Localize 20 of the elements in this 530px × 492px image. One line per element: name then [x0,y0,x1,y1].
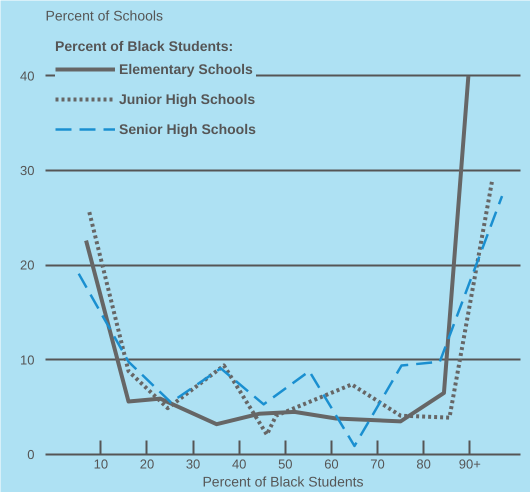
x-tick-label: 60 [324,456,339,472]
y-tick-label: 20 [20,258,35,273]
x-tick-label: 80 [416,456,431,472]
x-axis-title: Percent of Black Students [202,474,364,490]
x-tick-label: 50 [278,456,293,472]
y-tick-label: 0 [27,447,35,462]
legend-label: Elementary Schools [119,61,253,77]
legend-label: Senior High Schools [119,121,256,137]
y-tick-label: 30 [20,163,35,178]
y-tick-label: 10 [20,352,35,368]
x-tick-label: 10 [94,456,108,472]
legend-title: Percent of Black Students: [55,38,234,54]
x-tick-label: 40 [232,456,246,472]
y-axis-title: Percent of Schools [46,8,164,24]
x-tick-label: 70 [370,456,385,472]
x-tick-label: 90+ [458,456,481,472]
y-tick-label: 40 [20,68,35,84]
x-tick-label: 30 [186,456,200,472]
x-tick-label: 20 [140,456,154,472]
legend-label: Junior High Schools [119,91,256,107]
